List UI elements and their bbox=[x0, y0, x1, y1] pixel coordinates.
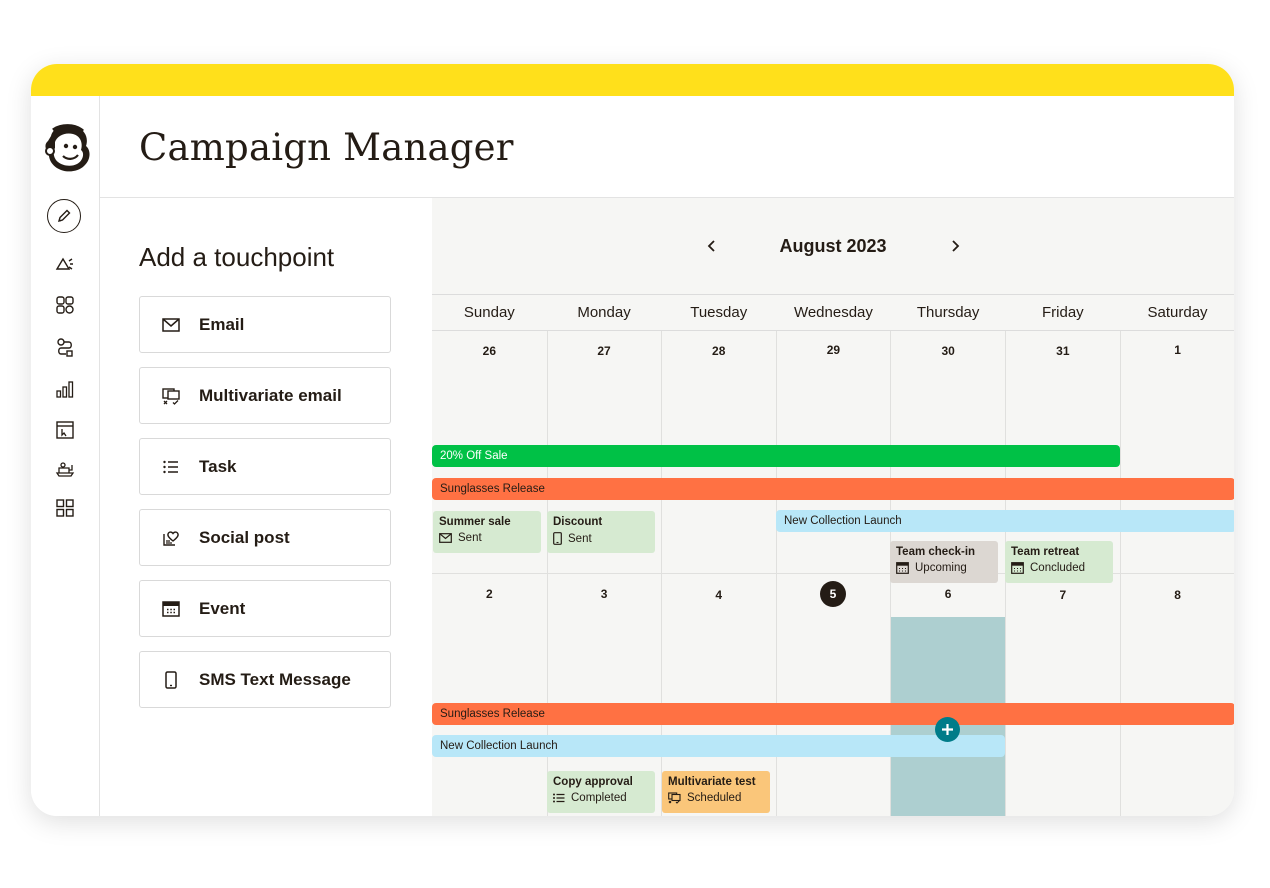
touchpoint-label: Email bbox=[199, 314, 245, 334]
day-number[interactable]: 4 bbox=[715, 588, 723, 602]
app-window: Campaign Manager Add a touchpoint Email … bbox=[31, 64, 1234, 816]
day-number[interactable]: 7 bbox=[1059, 588, 1067, 602]
automations-icon[interactable] bbox=[47, 333, 83, 361]
day-number[interactable]: 30 bbox=[941, 344, 955, 358]
weekday-header: Sunday Monday Tuesday Wednesday Thursday… bbox=[432, 295, 1234, 331]
day-number[interactable]: 31 bbox=[1056, 344, 1070, 358]
touchpoint-panel: Add a touchpoint Email Multivariate emai… bbox=[100, 198, 432, 816]
event-bar-label: New Collection Launch bbox=[784, 515, 902, 527]
analytics-icon[interactable] bbox=[47, 375, 83, 403]
card-title: Multivariate test bbox=[668, 776, 756, 788]
touchpoint-event-button[interactable]: Event bbox=[139, 580, 391, 637]
multivariate-icon bbox=[668, 792, 681, 804]
touchpoint-card[interactable]: Discount Sent bbox=[547, 511, 655, 553]
day-number[interactable]: 29 bbox=[826, 343, 841, 357]
weekday-wednesday: Wednesday bbox=[793, 304, 873, 321]
event-bar-new-collection[interactable]: New Collection Launch bbox=[776, 510, 1234, 532]
card-title: Summer sale bbox=[439, 516, 511, 528]
content-icon[interactable] bbox=[47, 455, 83, 483]
calendar: August 2023 Sunday Monday Tuesday Wednes… bbox=[432, 198, 1234, 816]
touchpoint-card[interactable]: Team retreat Concluded bbox=[1005, 541, 1113, 583]
day-number[interactable]: 27 bbox=[597, 344, 611, 358]
touchpoint-label: Social post bbox=[199, 527, 290, 547]
pencil-icon[interactable] bbox=[47, 199, 81, 233]
calendar-icon bbox=[896, 562, 909, 574]
page-header: Campaign Manager bbox=[100, 96, 1234, 198]
card-status: Concluded bbox=[1030, 562, 1085, 574]
day-number[interactable]: 28 bbox=[712, 344, 726, 358]
day-number[interactable]: 26 bbox=[482, 344, 497, 358]
touchpoint-task-button[interactable]: Task bbox=[139, 438, 391, 495]
touchpoint-sms-button[interactable]: SMS Text Message bbox=[139, 651, 391, 708]
calendar-icon bbox=[160, 598, 182, 620]
touchpoint-card[interactable]: Team check-in Upcoming bbox=[890, 541, 998, 583]
card-status: Sent bbox=[568, 532, 592, 545]
month-label: August 2023 bbox=[779, 236, 887, 256]
touchpoint-email-button[interactable]: Email bbox=[139, 296, 391, 353]
list-icon bbox=[160, 456, 182, 478]
list-icon bbox=[553, 793, 565, 803]
event-bar-label: New Collection Launch bbox=[440, 740, 558, 752]
sidebar-nav bbox=[31, 96, 100, 816]
mailchimp-freddie-icon[interactable] bbox=[39, 120, 93, 176]
touchpoint-label: Task bbox=[199, 456, 237, 476]
card-title: Team check-in bbox=[896, 546, 976, 558]
envelope-icon bbox=[439, 533, 452, 543]
phone-icon bbox=[553, 532, 562, 545]
touchpoint-card[interactable]: Multivariate test Scheduled bbox=[662, 771, 770, 813]
panel-title: Add a touchpoint bbox=[139, 242, 335, 272]
day-number[interactable]: 6 bbox=[944, 587, 952, 601]
touchpoint-social-post-button[interactable]: Social post bbox=[139, 509, 391, 566]
event-bar-label: 20% Off Sale bbox=[440, 450, 508, 462]
weekday-tuesday: Tuesday bbox=[690, 304, 748, 321]
card-status: Upcoming bbox=[915, 562, 967, 574]
card-title: Team retreat bbox=[1011, 546, 1080, 558]
calendar-icon bbox=[1011, 562, 1024, 574]
touchpoint-card[interactable]: Summer sale Sent bbox=[433, 511, 541, 553]
day-number[interactable]: 1 bbox=[1174, 343, 1181, 357]
event-bar-sale[interactable]: 20% Off Sale bbox=[432, 445, 1120, 467]
event-bar-label: Sunglasses Release bbox=[440, 708, 545, 720]
week-divider bbox=[432, 573, 1234, 574]
today-marker[interactable]: 5 bbox=[820, 581, 846, 607]
social-heart-icon bbox=[160, 527, 182, 549]
day-number[interactable]: 2 bbox=[486, 587, 493, 601]
touchpoint-label: SMS Text Message bbox=[199, 669, 351, 689]
phone-icon bbox=[160, 669, 182, 691]
month-nav: August 2023 bbox=[432, 198, 1234, 295]
touchpoint-label: Event bbox=[199, 598, 246, 618]
day-number[interactable]: 3 bbox=[600, 587, 608, 601]
card-title: Copy approval bbox=[553, 776, 633, 788]
chevron-left-icon[interactable] bbox=[700, 234, 724, 258]
audience-icon[interactable] bbox=[47, 291, 83, 319]
plus-circle-icon[interactable] bbox=[935, 717, 960, 742]
chevron-right-icon[interactable] bbox=[943, 234, 967, 258]
website-icon[interactable] bbox=[47, 416, 83, 444]
weekday-thursday: Thursday bbox=[916, 304, 980, 321]
event-bar-label: Sunglasses Release bbox=[440, 483, 545, 495]
event-bar-sunglasses[interactable]: Sunglasses Release bbox=[432, 478, 1234, 500]
touchpoint-label: Multivariate email bbox=[199, 385, 342, 405]
envelope-icon bbox=[160, 314, 182, 336]
card-status: Scheduled bbox=[687, 792, 742, 804]
card-title: Discount bbox=[553, 516, 603, 528]
card-status: Sent bbox=[458, 532, 482, 544]
weekday-friday: Friday bbox=[1042, 304, 1084, 321]
megaphone-icon[interactable] bbox=[47, 250, 83, 278]
event-bar-sunglasses[interactable]: Sunglasses Release bbox=[432, 703, 1234, 725]
touchpoint-card[interactable]: Copy approval Completed bbox=[547, 771, 655, 813]
page-title: Campaign Manager bbox=[139, 126, 514, 169]
multivariate-icon bbox=[160, 385, 182, 407]
card-status: Completed bbox=[571, 792, 627, 804]
day-number[interactable]: 8 bbox=[1174, 588, 1181, 602]
touchpoint-multivariate-email-button[interactable]: Multivariate email bbox=[139, 367, 391, 424]
weekday-sunday: Sunday bbox=[463, 304, 515, 321]
top-accent-bar bbox=[31, 64, 1234, 96]
weekday-monday: Monday bbox=[577, 304, 631, 321]
event-bar-new-collection[interactable]: New Collection Launch bbox=[432, 735, 1005, 757]
weekday-saturday: Saturday bbox=[1147, 304, 1208, 321]
integrations-icon[interactable] bbox=[47, 494, 83, 522]
